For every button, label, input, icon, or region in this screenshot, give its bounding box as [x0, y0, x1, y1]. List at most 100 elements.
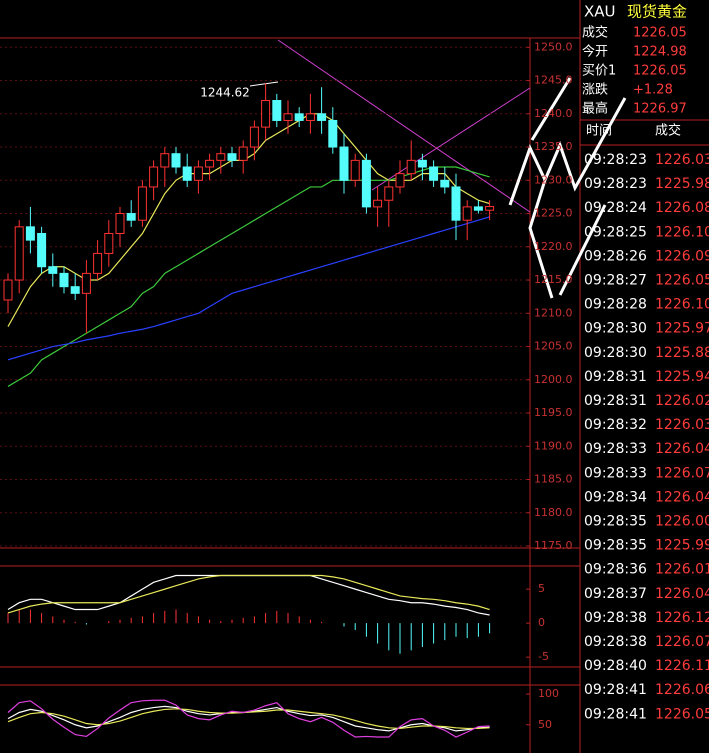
candle-body [406, 159, 416, 175]
trade-time: 09:28:36 [584, 562, 647, 578]
trade-price: 1226.05 [655, 273, 709, 289]
y-tick-label: 1195.0 [534, 406, 573, 419]
candle-body [37, 232, 47, 268]
symbol: XAU [584, 3, 616, 21]
candle-body [227, 153, 237, 161]
trade-time: 09:28:41 [584, 682, 647, 698]
symbol-name: 现货黄金 [627, 3, 687, 21]
candle-body [126, 213, 136, 221]
trade-time: 09:28:32 [584, 417, 647, 433]
indicator-line [7, 574, 490, 616]
trade-price: 1225.99 [655, 538, 709, 554]
y-tick-label: 1175.0 [534, 539, 573, 552]
candle-body [249, 126, 259, 148]
candle-body [261, 100, 271, 128]
trade-price: 1226.00 [655, 514, 709, 530]
trade-price: 1226.04 [655, 441, 709, 457]
trade-price: 1226.08 [655, 200, 709, 216]
indicator-line [7, 699, 490, 738]
candle-body [384, 186, 394, 201]
trade-price: 1226.04 [655, 489, 709, 505]
trade-time: 09:28:30 [584, 321, 647, 337]
trade-price: 1226.10 [655, 297, 709, 313]
candle-body [294, 113, 304, 121]
trade-time: 09:28:35 [584, 538, 647, 554]
y-tick-label: 50 [538, 718, 552, 731]
trade-time: 09:28:23 [584, 152, 647, 168]
trade-time: 09:28:37 [584, 586, 647, 602]
candle-body [473, 206, 483, 211]
trade-time: 09:28:40 [584, 658, 647, 674]
indicator-line [7, 113, 490, 327]
trade-time: 09:28:33 [584, 465, 647, 481]
trade-time: 09:28:33 [584, 441, 647, 457]
quote-label: 涨跌 [582, 82, 608, 98]
trade-price: 1226.09 [655, 248, 709, 264]
quote-label: 买价1 [582, 64, 616, 79]
candle-body [48, 266, 58, 274]
y-tick-label: 1245.0 [534, 74, 573, 87]
y-tick-label: 5 [538, 582, 545, 595]
quote-value: 1226.05 [633, 64, 687, 79]
trade-price: 1226.12 [655, 610, 709, 626]
trade-price: 1226.11 [655, 658, 709, 674]
candle-body [160, 153, 170, 168]
trade-time: 09:28:26 [584, 248, 647, 264]
candle-body [25, 226, 35, 241]
candle-body [317, 113, 327, 121]
y-tick-label: 100 [538, 687, 559, 700]
trade-price: 1226.07 [655, 465, 709, 481]
quote-label: 成交 [582, 25, 608, 41]
trade-price: 1225.88 [655, 345, 709, 361]
indicator-line [7, 708, 490, 730]
candle-body [429, 166, 439, 181]
candle-body [339, 146, 349, 181]
quote-value: 1226.97 [633, 102, 687, 117]
candle-body [149, 166, 159, 188]
candle-body [104, 232, 114, 254]
candle-body [451, 186, 461, 221]
candle-body [395, 173, 405, 188]
y-tick-label: 1250.0 [534, 40, 573, 53]
candle-body [272, 100, 282, 121]
candle-body [350, 159, 360, 181]
trade-time: 09:28:34 [584, 489, 647, 505]
candle-body [81, 272, 91, 294]
y-tick-label: 1180.0 [534, 506, 573, 519]
trade-time: 09:28:25 [584, 224, 647, 240]
candle-body [305, 113, 315, 121]
y-tick-label: -5 [538, 650, 549, 663]
y-tick-label: 1225.0 [534, 207, 573, 220]
indicator-line [7, 216, 490, 361]
y-tick-label: 1240.0 [534, 107, 573, 120]
trade-price: 1226.10 [655, 224, 709, 240]
trade-price: 1225.97 [655, 321, 709, 337]
trade-price: 1226.03 [655, 152, 709, 168]
quote-value: 1224.98 [633, 45, 687, 60]
y-tick-label: 1235.0 [534, 140, 573, 153]
trade-time: 09:28:41 [584, 706, 647, 722]
candle-body [216, 153, 226, 161]
trade-price: 1225.98 [655, 176, 709, 192]
candle-body [417, 159, 427, 168]
y-tick-label: 1230.0 [534, 173, 573, 186]
candle-body [238, 146, 248, 161]
candle-body [361, 159, 371, 208]
y-tick-label: 1215.0 [534, 273, 573, 286]
trade-time: 09:28:23 [584, 176, 647, 192]
y-tick-label: 1200.0 [534, 373, 573, 386]
candle-body [182, 166, 192, 181]
candle-body [328, 119, 338, 148]
candle-body [137, 186, 147, 221]
y-tick-label: 1190.0 [534, 439, 573, 452]
trade-price: 1226.01 [655, 562, 709, 578]
indicator-line [7, 574, 490, 614]
candle-body [373, 199, 383, 208]
trade-price: 1226.04 [655, 586, 709, 602]
quote-label: 今开 [582, 44, 608, 60]
candle-body [440, 179, 450, 188]
trades-header: 时间 [586, 124, 612, 139]
y-tick-label: 1210.0 [534, 306, 573, 319]
trade-time: 09:28:38 [584, 610, 647, 626]
